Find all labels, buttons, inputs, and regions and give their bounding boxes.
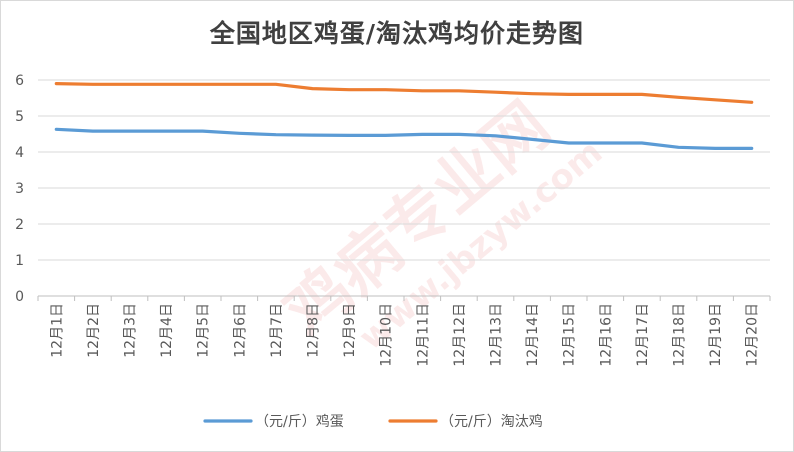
x-tick-label: 12月3日 — [123, 303, 139, 358]
x-tick-label: 12月17日 — [635, 303, 651, 367]
series-line-0 — [54, 127, 754, 150]
x-tick-label: 12月1日 — [49, 303, 65, 358]
x-tick-label: 12月8日 — [306, 303, 322, 358]
y-tick-label: 5 — [15, 109, 24, 125]
y-tick-label: 0 — [15, 289, 24, 305]
x-tick-label: 12月2日 — [86, 303, 102, 358]
x-tick-label: 12月10日 — [379, 303, 395, 367]
x-tick-label: 12月5日 — [196, 303, 212, 358]
watermark: 鸡病专业网 www.jbzyw.com — [271, 89, 610, 359]
y-tick-label: 6 — [15, 73, 24, 89]
x-tick-label: 12月12日 — [452, 303, 468, 367]
x-tick-label: 12月15日 — [562, 303, 578, 367]
x-tick-label: 12月6日 — [232, 303, 248, 358]
series-line-1 — [54, 81, 754, 104]
x-tick-label: 12月9日 — [342, 303, 358, 358]
x-tick-label: 12月19日 — [708, 303, 724, 367]
legend-label-0: （元/斤）鸡蛋 — [255, 413, 344, 430]
x-tick-label: 12月20日 — [745, 303, 761, 367]
chart-title: 全国地区鸡蛋/淘汰鸡均价走势图 — [209, 19, 585, 48]
y-tick-label: 2 — [15, 217, 24, 233]
x-tick-label: 12月14日 — [525, 303, 541, 367]
y-tick-label: 1 — [15, 253, 24, 269]
x-tick-label: 12月11日 — [415, 303, 431, 367]
x-tick-label: 12月18日 — [672, 303, 688, 367]
x-tick-label: 12月13日 — [489, 303, 505, 367]
y-tick-label: 3 — [15, 181, 24, 197]
legend-label-1: （元/斤）淘汰鸡 — [440, 413, 543, 430]
x-axis: 12月1日 12月2日 12月3日 12月4日 12月5日 12月6日 12月7日 12月8日… — [37, 296, 771, 367]
x-tick-label: 12月16日 — [598, 303, 614, 367]
y-tick-label: 4 — [15, 145, 24, 161]
series-lines — [54, 81, 754, 150]
x-tick-label: 12月7日 — [269, 303, 285, 358]
x-tick-label: 12月4日 — [159, 303, 175, 358]
y-axis-ticks: 0 1 2 3 4 5 6 — [15, 73, 24, 305]
legend: （元/斤）鸡蛋 （元/斤）淘汰鸡 — [203, 413, 543, 430]
